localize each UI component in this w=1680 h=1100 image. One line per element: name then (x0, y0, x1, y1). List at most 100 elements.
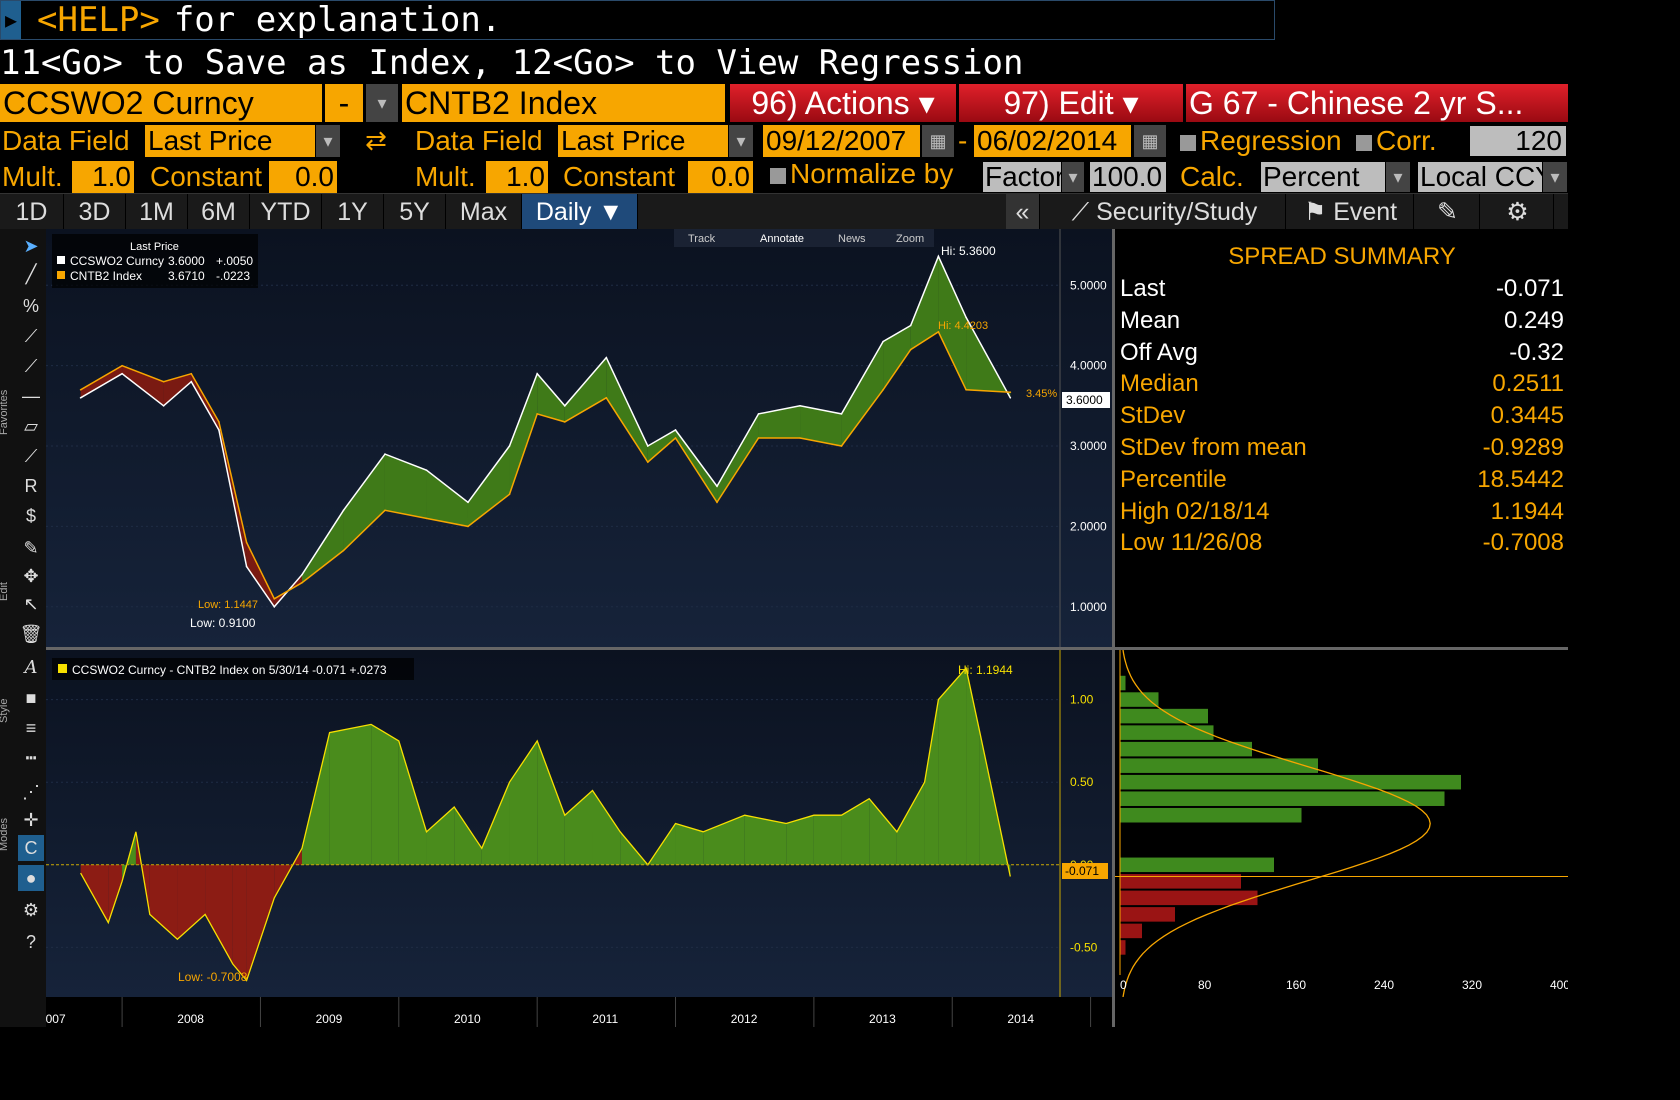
chevron-down-icon[interactable]: ▾ (1543, 162, 1567, 192)
tab-ytd[interactable]: YTD (250, 194, 322, 230)
event-button[interactable]: ⚑ Event (1288, 194, 1414, 230)
histogram-bar (1120, 890, 1258, 906)
channel-icon[interactable]: ▱ (24, 416, 38, 436)
font-icon[interactable]: A (24, 657, 38, 678)
tab-1m[interactable]: 1M (126, 194, 188, 230)
operator-field[interactable]: - (325, 84, 363, 122)
edit-label: 97) Edit (1003, 85, 1114, 121)
line-weight-icon[interactable]: ≡ (25, 718, 37, 738)
normalize-factor-select[interactable]: Factor (983, 162, 1061, 192)
mult-input-1[interactable]: 1.0 (72, 161, 134, 193)
factor-amount-input[interactable]: 100.0 (1090, 162, 1166, 192)
histogram-bar (1120, 675, 1126, 691)
spread-fill-segment (301, 510, 344, 583)
tab-max[interactable]: Max (446, 194, 522, 230)
horizontal-line-icon[interactable]: — (22, 386, 40, 406)
operator-dropdown-icon[interactable]: ▾ (366, 84, 398, 122)
tab-5y[interactable]: 5Y (384, 194, 446, 230)
price-tool-icon[interactable]: $ (25, 506, 36, 526)
data-field-select-1[interactable]: Last Price (145, 125, 315, 157)
summary-row: Low 11/26/08 -0.7008 (1120, 527, 1564, 559)
constant-input-1[interactable]: 0.0 (269, 161, 337, 193)
command-line[interactable]: ▶ <HELP> for explanation. (0, 0, 1275, 40)
fill-icon[interactable]: ■ (25, 688, 37, 708)
price-point (937, 331, 940, 333)
chevron-down-icon[interactable]: ▾ (316, 125, 340, 157)
gear-icon[interactable]: ⚙ (22, 900, 40, 920)
regression-checkbox[interactable]: Regression (1180, 125, 1342, 157)
command-arrow-icon: ▶ (1, 1, 21, 39)
summary-key: Mean (1120, 306, 1181, 334)
color-palette-icon[interactable]: ● (18, 865, 44, 891)
edit-button[interactable]: 97) Edit ▾ (959, 84, 1183, 122)
security1-field[interactable]: CCSWO2 Curncy (0, 84, 322, 122)
mult-input-2[interactable]: 1.0 (486, 161, 548, 193)
percent-tool-icon[interactable]: % (22, 296, 39, 316)
spread-summary-panel: SPREAD SUMMARY Last -0.071 Mean 0.249 Off Av… (1116, 229, 1568, 649)
select-icon[interactable]: ↖ (23, 594, 39, 614)
tab-1y[interactable]: 1Y (322, 194, 384, 230)
security-study-button[interactable]: ⟋ Security/Study (1044, 194, 1286, 230)
end-date-input[interactable]: 06/02/2014 (974, 125, 1131, 157)
price-point (190, 380, 193, 383)
chevron-down-icon[interactable]: ▾ (1062, 162, 1084, 192)
calendar-icon[interactable]: ▦ (1134, 125, 1166, 157)
tab-3d[interactable]: 3D (64, 194, 126, 230)
line-tool-icon[interactable]: ╱ (25, 264, 37, 284)
chevron-down-icon[interactable]: ▾ (729, 125, 753, 157)
trash-icon[interactable]: 🗑 (19, 624, 43, 644)
price-point (162, 405, 165, 407)
data-field-select-2[interactable]: Last Price (558, 125, 728, 157)
spread-chart[interactable]: -0.500.000.501.00 CCSWO2 Curncy - CNTB2 … (46, 650, 1112, 997)
regression-label: Regression (1200, 125, 1342, 156)
line-style-icon[interactable]: ┅ (25, 748, 37, 768)
settings-gear-icon[interactable]: ⚙ (1482, 194, 1554, 230)
pointer-icon[interactable]: ➤ (23, 236, 39, 256)
tab-6m[interactable]: 6M (188, 194, 250, 230)
normalize-checkbox[interactable]: Normalize by (770, 158, 953, 190)
calc-select[interactable]: Percent (1261, 162, 1385, 192)
checkbox-icon (770, 167, 786, 184)
security2-field[interactable]: CNTB2 Index (402, 84, 725, 122)
regression-tool-icon[interactable]: R (24, 476, 38, 496)
price-point (965, 316, 967, 319)
start-date-input[interactable]: 09/12/2007 (763, 125, 920, 157)
magnet-icon[interactable]: C (18, 835, 44, 861)
track-button[interactable]: Track (688, 233, 716, 245)
tab-daily[interactable]: Daily ▼ (522, 194, 638, 230)
actions-button[interactable]: 96) Actions ▾ (730, 84, 956, 122)
price-point (716, 485, 718, 488)
swap-icon[interactable]: ⇄ (365, 125, 387, 155)
annotate-icon[interactable]: ✎ (1416, 194, 1480, 230)
data-field-label-2: Data Field (415, 125, 543, 156)
dotted-mode-icon[interactable]: ⋰ (22, 782, 40, 802)
trendline-icon[interactable]: ⟋ (24, 326, 38, 346)
news-button[interactable]: News (838, 233, 866, 245)
help-icon[interactable]: ? (25, 932, 36, 952)
pencil-icon[interactable]: ✎ (23, 538, 39, 558)
tab-1d[interactable]: 1D (0, 194, 64, 230)
zoom-button[interactable]: Zoom (896, 233, 924, 245)
x-year-label: 2011 (592, 1012, 618, 1026)
crosshair-icon[interactable]: ✛ (23, 810, 39, 830)
chart-divider[interactable] (46, 647, 1568, 650)
histogram-bar (1120, 857, 1274, 873)
price-chart[interactable]: 1.0000 2.0000 3.0000 4.0000 5.0000 Last Pric… (46, 229, 1112, 647)
price-point (218, 429, 220, 431)
collapse-button[interactable]: « (1006, 194, 1040, 230)
ray-icon[interactable]: ⟋ (24, 356, 38, 376)
corr-checkbox[interactable]: Corr. (1356, 125, 1437, 157)
histogram-x-tick: 160 (1286, 978, 1306, 992)
annotate-button[interactable]: Annotate (760, 233, 804, 245)
currency-select[interactable]: Local CCY (1418, 162, 1542, 192)
move-icon[interactable]: ✥ (23, 566, 39, 586)
calendar-icon[interactable]: ▦ (922, 125, 954, 157)
extended-line-icon[interactable]: ⟋ (24, 446, 38, 466)
constant-input-2[interactable]: 0.0 (688, 161, 753, 193)
constant-label-1: Constant (150, 161, 263, 192)
chevron-down-icon[interactable]: ▾ (1386, 162, 1410, 192)
corr-window-input[interactable]: 120 (1470, 126, 1566, 156)
spread-area-segment (744, 815, 787, 865)
histogram-x-tick: 400 (1550, 978, 1568, 992)
panel-divider[interactable] (1112, 229, 1115, 1027)
